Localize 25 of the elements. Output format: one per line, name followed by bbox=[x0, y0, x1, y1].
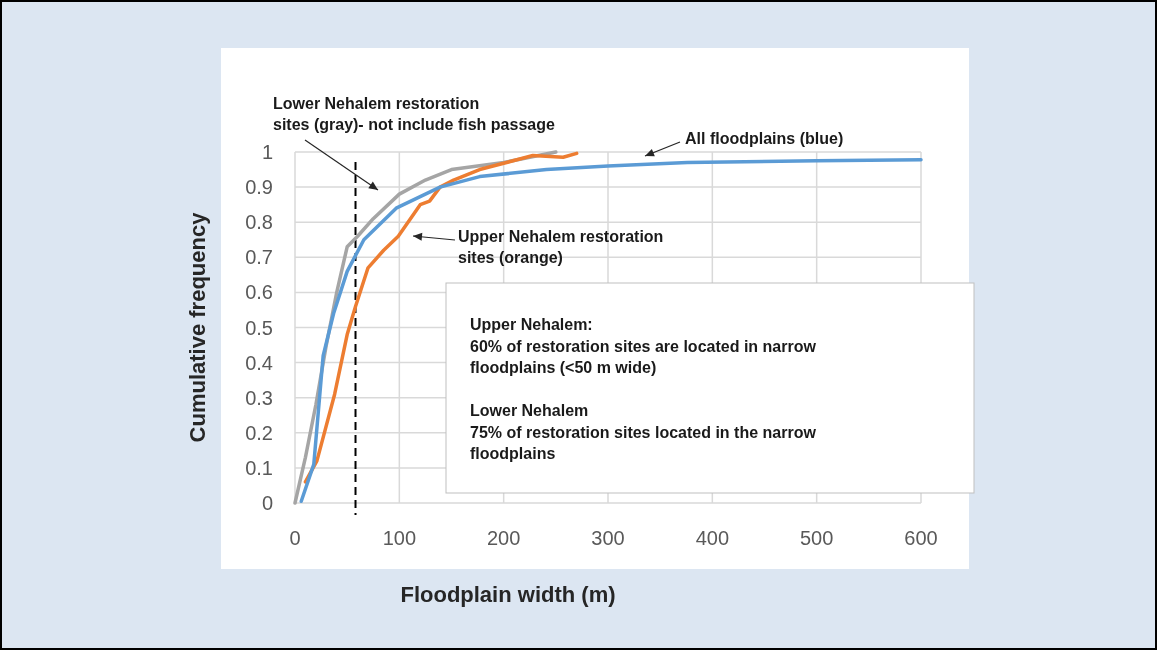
y-tick-label: 0.5 bbox=[245, 316, 273, 339]
x-tick-label: 300 bbox=[591, 527, 625, 549]
line-series bbox=[299, 157, 923, 503]
text-box: Upper Nehalem: 60% of restoration sites are located in narrow floodplains (<50 m wide) Lower Nehalem 75% of restoration sites located in the narrow floodplains bbox=[445, 282, 975, 494]
text: Lower Nehalem restoration sites (gray)- not include fish passage bbox=[273, 95, 555, 133]
annotation: Upper Nehalem restoration sites (orange) bbox=[458, 228, 664, 266]
x-tick-label: 600 bbox=[904, 527, 938, 549]
y-tick-label: 0.9 bbox=[245, 176, 273, 199]
y-tick-label: 0.8 bbox=[245, 211, 273, 234]
y-tick-label: 1 bbox=[261, 141, 273, 163]
x-tick-label: 400 bbox=[695, 527, 730, 549]
y-axis-title: Cumulative frequency bbox=[185, 211, 210, 443]
y-tick-label: 0.1 bbox=[245, 456, 273, 479]
text: All floodplains (blue) bbox=[685, 130, 844, 147]
x-tick-label: 0 bbox=[289, 527, 301, 549]
y-tick-label: 0.4 bbox=[245, 351, 273, 374]
y-tick-label: 0 bbox=[261, 492, 273, 514]
y-tick-label: 0.2 bbox=[245, 421, 273, 444]
x-axis-title: Floodplain width (m) bbox=[400, 582, 616, 607]
y-tick-label: 0.3 bbox=[245, 386, 273, 409]
x-tick-label: 100 bbox=[382, 527, 417, 549]
x-tick-label: 200 bbox=[486, 527, 521, 549]
x-tick-label: 500 bbox=[799, 527, 834, 549]
y-tick-label: 0.7 bbox=[245, 246, 273, 269]
y-tick-label: 0.6 bbox=[245, 281, 273, 304]
